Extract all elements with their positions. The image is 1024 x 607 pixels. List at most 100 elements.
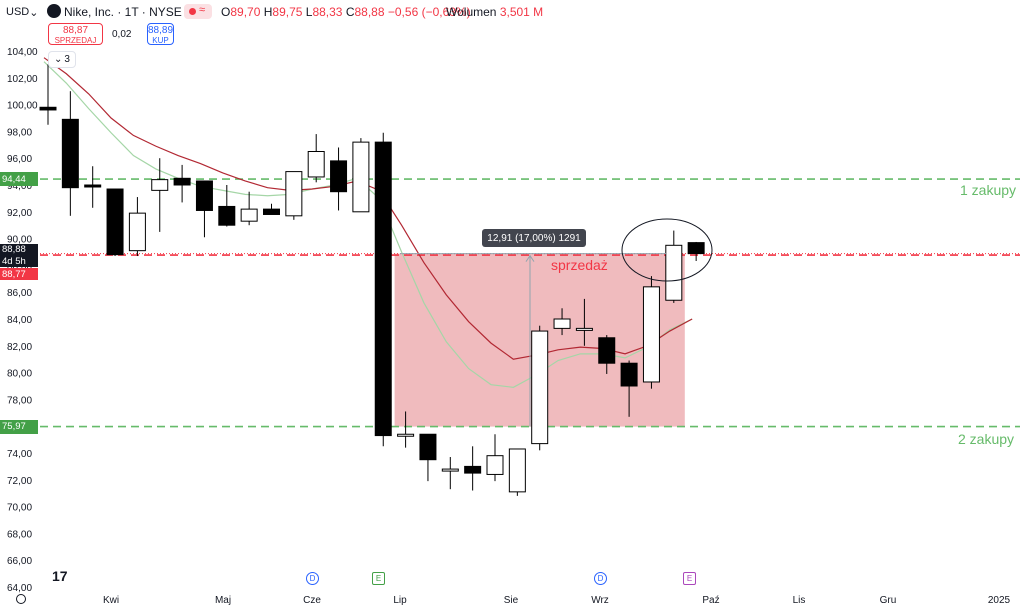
candle[interactable] xyxy=(307,134,325,183)
candle[interactable] xyxy=(419,433,437,482)
open-value: 89,70 xyxy=(230,5,261,19)
candle[interactable] xyxy=(330,147,348,211)
tradingview-logo-icon: 17 xyxy=(52,568,68,584)
y-tick-label: 84,00 xyxy=(7,315,32,326)
x-tick-label: Lis xyxy=(793,595,806,606)
candle[interactable] xyxy=(218,185,236,227)
low-label: L xyxy=(305,5,313,19)
candle[interactable] xyxy=(285,171,303,220)
candle-body-up xyxy=(240,208,258,222)
time-axis[interactable]: Kwi Maj Cze Lip Sie Wrz Paź Lis Gru 2025 xyxy=(103,595,1011,606)
event-marker-d[interactable]: D xyxy=(306,572,319,585)
candle[interactable] xyxy=(464,446,482,491)
candle-body-up xyxy=(486,455,504,475)
level-upper-price-label[interactable]: 94,44 xyxy=(0,172,38,187)
candle-body-up xyxy=(575,327,593,331)
candle[interactable] xyxy=(61,91,79,216)
candle-body-up xyxy=(531,330,549,445)
price-axis[interactable]: 64,0066,0068,0070,0072,0074,0076,0078,00… xyxy=(7,47,38,594)
candle[interactable] xyxy=(531,325,549,451)
candle-body-down xyxy=(263,208,280,215)
measure-label: 12,91 (17,00%) 1291 xyxy=(482,229,586,247)
y-tick-label: 94,00 xyxy=(7,181,32,192)
y-tick-label: 64,00 xyxy=(7,583,32,594)
event-marker-e[interactable]: E xyxy=(372,572,385,585)
candle[interactable] xyxy=(397,411,415,448)
volume-readout: Wolumen 3,501 M xyxy=(446,5,543,19)
wave-icon: ≈ xyxy=(199,4,206,16)
high-label: H xyxy=(263,5,273,19)
candle[interactable] xyxy=(441,457,459,490)
bid-price-label[interactable]: 88,77 xyxy=(0,268,38,281)
level-lower-price-label[interactable]: 75,97 xyxy=(0,419,38,434)
x-tick-label: Wrz xyxy=(591,595,609,606)
y-tick-label: 90,00 xyxy=(7,235,32,246)
event-marker-d[interactable]: D xyxy=(594,572,607,585)
y-tick-label: 68,00 xyxy=(7,529,32,540)
candle-body-up xyxy=(441,468,459,472)
candle[interactable] xyxy=(173,164,191,203)
candle-body-up xyxy=(128,212,146,252)
currency-selector[interactable]: USD ⌄ xyxy=(2,3,42,21)
sell-annotation: sprzedaż xyxy=(551,257,608,273)
candle[interactable] xyxy=(128,197,146,257)
candle[interactable] xyxy=(39,64,57,125)
candle[interactable] xyxy=(598,335,616,374)
y-tick-label: 96,00 xyxy=(7,154,32,165)
candle-body-up xyxy=(307,151,325,178)
candle[interactable] xyxy=(151,158,169,232)
x-tick-label: Cze xyxy=(303,595,321,606)
candle-body-up xyxy=(151,179,169,191)
candle[interactable] xyxy=(374,132,392,447)
buy-1-annotation: 1 zakupy xyxy=(960,182,1017,198)
ohlc-readout: O89,70 H89,75 L88,33 C88,88 −0,56 (−0,63… xyxy=(221,5,471,19)
candle[interactable] xyxy=(263,203,280,215)
buy-button[interactable]: 88,89 KUP xyxy=(147,23,174,45)
candle-body-down xyxy=(374,141,392,437)
y-tick-label: 100,00 xyxy=(7,101,38,112)
event-marker-e[interactable]: E xyxy=(683,572,696,585)
sell-button[interactable]: 88,87 SPRZEDAJ xyxy=(48,23,103,45)
candle[interactable] xyxy=(240,191,258,226)
candle[interactable] xyxy=(553,308,571,336)
candle[interactable] xyxy=(620,360,638,417)
market-status-badge[interactable]: ≈ xyxy=(184,4,212,19)
candle-body-down xyxy=(218,205,236,226)
currency-label: USD xyxy=(6,6,30,18)
last-price-label[interactable]: 88,88 xyxy=(0,243,38,256)
candle[interactable] xyxy=(195,180,213,238)
candles[interactable] xyxy=(39,64,705,496)
buy-price: 88,89 xyxy=(148,25,174,36)
x-tick-label: 2025 xyxy=(988,595,1011,606)
candle[interactable] xyxy=(352,138,370,213)
candle-body-down xyxy=(464,465,482,474)
candle-body-down xyxy=(61,118,79,189)
candle-body-down xyxy=(419,433,437,461)
indicators-toggle-button[interactable]: ⌄ 3 xyxy=(48,51,76,68)
candle[interactable] xyxy=(508,448,526,496)
candle[interactable] xyxy=(665,230,683,303)
x-tick-label: Kwi xyxy=(103,595,119,606)
candle[interactable] xyxy=(106,188,124,257)
y-tick-label: 82,00 xyxy=(7,342,32,353)
close-label: C xyxy=(345,5,355,19)
x-tick-label: Maj xyxy=(215,595,231,606)
drawing-overlays xyxy=(400,218,713,427)
indicators-count: 3 xyxy=(64,54,70,65)
high-value: 89,75 xyxy=(272,5,303,19)
candle-body-up xyxy=(397,433,415,437)
candle[interactable] xyxy=(687,241,705,261)
measure-arrow-head xyxy=(525,254,535,262)
buy-label: KUP xyxy=(152,36,169,45)
candle[interactable] xyxy=(486,434,504,482)
candle-body-up xyxy=(665,244,683,301)
candle[interactable] xyxy=(84,166,102,208)
candle[interactable] xyxy=(642,276,660,389)
candle-body-up xyxy=(553,318,571,329)
symbol-title[interactable]: Nike, Inc. · 1T · NYSE xyxy=(64,5,182,19)
candle[interactable] xyxy=(575,298,593,346)
sell-price: 88,87 xyxy=(62,25,89,36)
x-tick-label: Paź xyxy=(702,595,719,606)
gear-icon[interactable] xyxy=(16,594,26,604)
